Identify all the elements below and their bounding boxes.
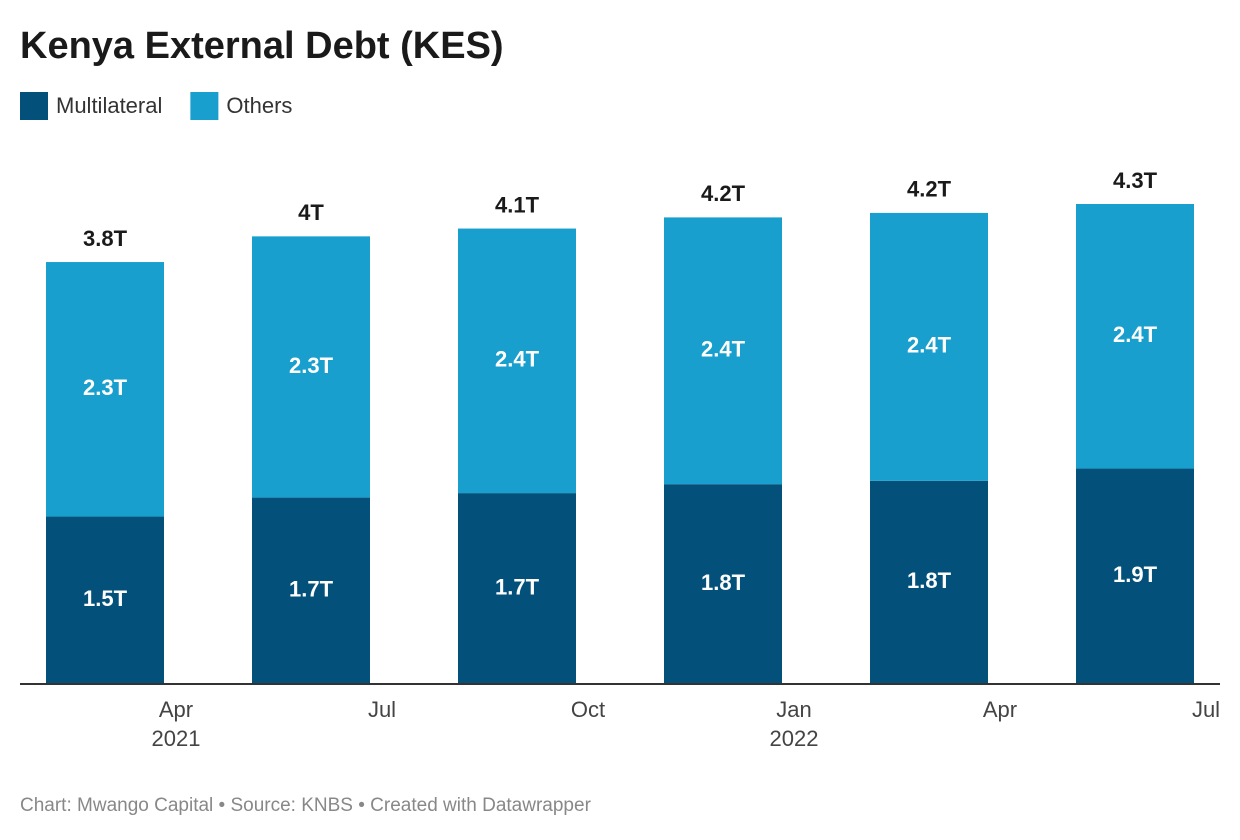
legend-swatch — [20, 92, 48, 120]
total-label: 4.3T — [1113, 168, 1158, 193]
bar-segment — [870, 480, 988, 684]
x-tick-label: Oct — [571, 697, 605, 722]
total-label: 4T — [298, 200, 324, 225]
bar-segment — [1076, 468, 1194, 684]
data-label: 1.8T — [907, 568, 952, 593]
data-label: 1.8T — [701, 570, 746, 595]
legend-label: Multilateral — [56, 93, 162, 118]
bar-segment — [252, 236, 370, 498]
bar-segment — [458, 228, 576, 494]
data-label: 1.9T — [1113, 562, 1158, 587]
data-label: 1.5T — [83, 586, 128, 611]
data-label: 2.3T — [289, 353, 334, 378]
data-label: 2.4T — [495, 347, 540, 372]
x-tick-label: Apr — [983, 697, 1017, 722]
bar-segment — [1076, 204, 1194, 469]
data-label: 1.7T — [495, 574, 540, 599]
total-label: 4.1T — [495, 192, 540, 217]
x-tick-label: Apr — [159, 697, 193, 722]
data-label: 2.4T — [1113, 322, 1158, 347]
bar-segment — [870, 212, 988, 481]
bar-segment — [458, 493, 576, 684]
footer: Chart: Mwango Capital • Source: KNBS • C… — [20, 795, 592, 816]
x-tick-year: 2022 — [770, 726, 819, 751]
x-tick-year: 2021 — [152, 726, 201, 751]
x-tick-label: Jul — [368, 697, 396, 722]
bar-segment — [46, 516, 164, 684]
bar-segment — [664, 484, 782, 684]
bar-segment — [252, 497, 370, 684]
data-label: 2.4T — [701, 337, 746, 362]
data-label: 2.3T — [83, 375, 128, 400]
data-label: 2.4T — [907, 333, 952, 358]
total-label: 4.2T — [907, 177, 952, 202]
bar-segment — [664, 217, 782, 485]
total-label: 4.2T — [701, 181, 746, 206]
x-tick-label: Jan — [776, 697, 811, 722]
x-tick-label: Jul — [1192, 697, 1220, 722]
legend-swatch — [190, 92, 219, 120]
legend-label: Others — [226, 93, 292, 118]
data-label: 1.7T — [289, 577, 334, 602]
chart-title: Kenya External Debt (KES) — [20, 25, 504, 67]
total-label: 3.8T — [83, 226, 128, 251]
bar-segment — [46, 262, 164, 517]
